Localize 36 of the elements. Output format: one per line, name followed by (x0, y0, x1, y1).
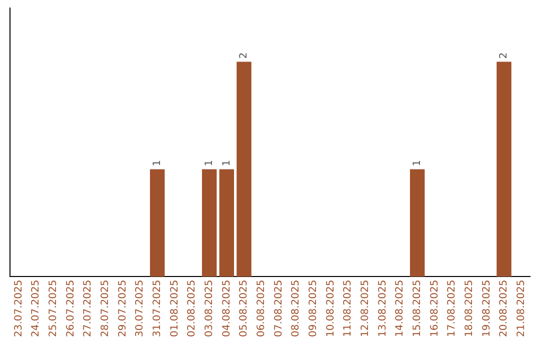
data-label: 1 (221, 160, 232, 166)
x-tick-label: 05.08.2025 (238, 280, 250, 338)
x-tick-label: 09.08.2025 (308, 280, 319, 338)
x-tick-label: 30.07.2025 (134, 280, 146, 338)
data-label: 1 (412, 160, 423, 166)
x-tick-label: 26.07.2025 (65, 280, 76, 338)
x-tick-label: 06.08.2025 (256, 280, 267, 338)
x-tick-label: 08.08.2025 (290, 280, 302, 338)
x-tick-label: 27.07.2025 (82, 280, 94, 338)
data-label: 1 (152, 160, 163, 166)
x-tick-label: 31.07.2025 (152, 280, 163, 338)
data-label: 1 (204, 160, 215, 166)
x-tick-label: 25.07.2025 (48, 280, 59, 338)
x-tick-label: 17.08.2025 (446, 280, 458, 338)
x-tick-label: 28.07.2025 (100, 280, 111, 338)
x-tick-label: 14.08.2025 (394, 280, 406, 338)
data-label: 2 (238, 52, 250, 59)
x-tick-label: 18.08.2025 (464, 280, 475, 338)
x-tick-label: 12.08.2025 (360, 280, 371, 338)
x-tick-label: 15.08.2025 (412, 280, 423, 338)
x-tick-label: 03.08.2025 (204, 280, 215, 338)
x-tick-label: 04.08.2025 (221, 280, 232, 338)
x-tick-label: 20.08.2025 (498, 280, 510, 338)
data-label: 2 (498, 52, 510, 59)
x-tick-label: 01.08.2025 (169, 280, 180, 338)
x-tick-label: 21.08.2025 (516, 280, 527, 338)
x-tick-label: 19.08.2025 (481, 280, 492, 338)
x-tick-label: 29.07.2025 (117, 280, 128, 338)
x-tick-label: 11.08.2025 (342, 280, 354, 338)
x-tick-label: 24.07.2025 (30, 280, 42, 338)
x-tick-label: 10.08.2025 (325, 280, 336, 338)
x-tick-label: 16.08.2025 (429, 280, 440, 338)
x-tick-label: 23.07.2025 (13, 280, 24, 338)
x-tick-label: 07.08.2025 (273, 280, 284, 338)
x-tick-label: 02.08.2025 (186, 280, 198, 338)
x-tick-label: 13.08.2025 (377, 280, 388, 338)
